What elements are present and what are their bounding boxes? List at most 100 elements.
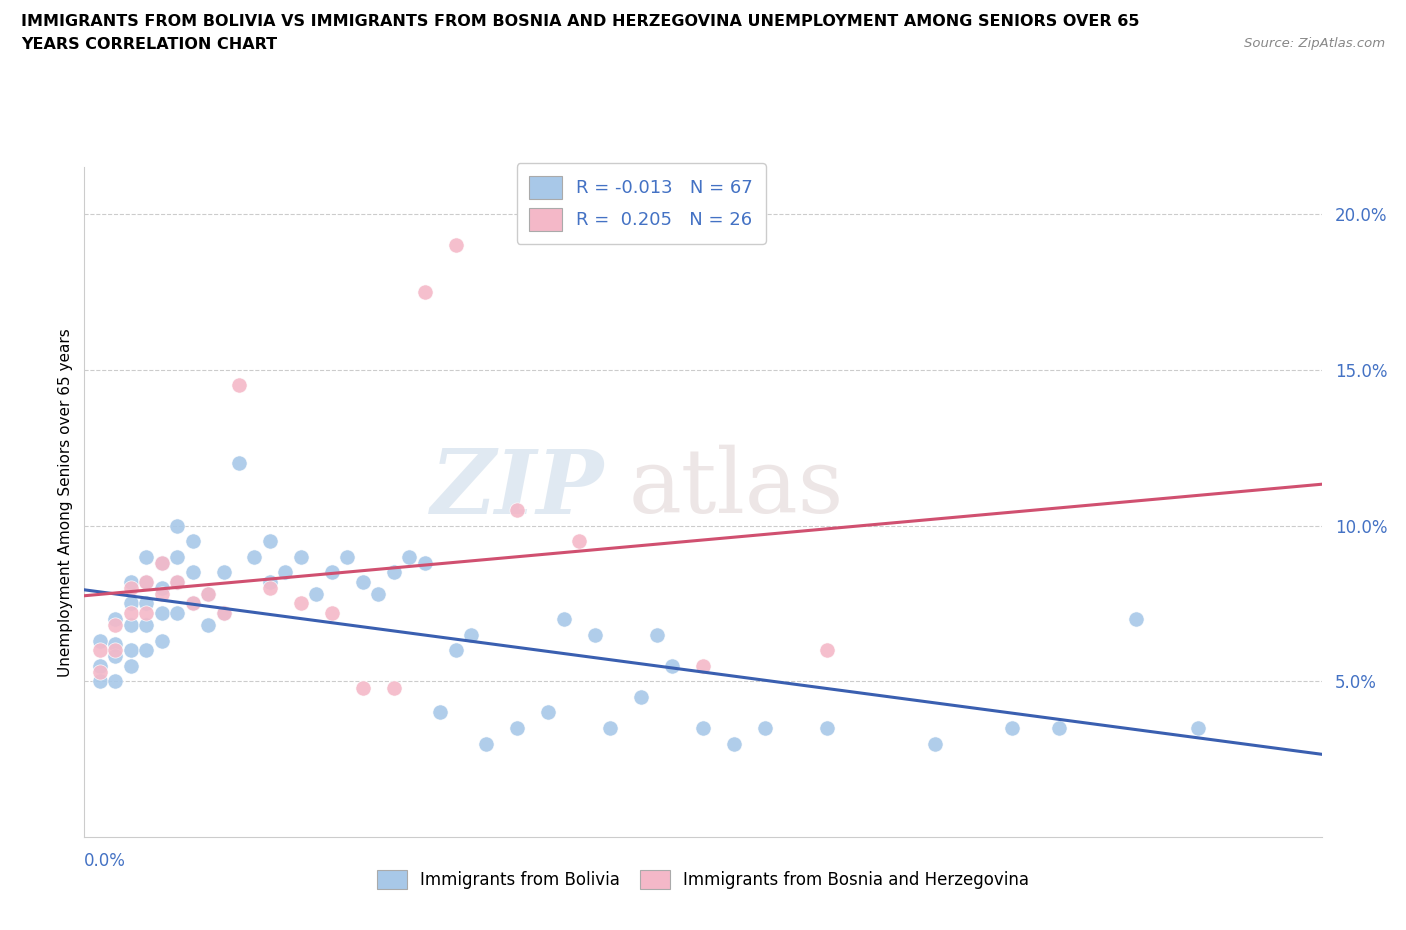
Text: Source: ZipAtlas.com: Source: ZipAtlas.com	[1244, 37, 1385, 50]
Y-axis label: Unemployment Among Seniors over 65 years: Unemployment Among Seniors over 65 years	[58, 328, 73, 677]
Point	[290, 550, 312, 565]
Point	[135, 618, 157, 632]
Point	[259, 574, 281, 589]
Point	[413, 555, 436, 570]
Point	[150, 555, 173, 570]
Point	[924, 737, 946, 751]
Point	[166, 574, 188, 589]
Point	[1047, 721, 1070, 736]
Point	[259, 580, 281, 595]
Point	[692, 658, 714, 673]
Point	[120, 643, 142, 658]
Point	[661, 658, 683, 673]
Point	[166, 605, 188, 620]
Point	[104, 674, 127, 689]
Point	[150, 633, 173, 648]
Point	[599, 721, 621, 736]
Point	[460, 627, 482, 642]
Point	[723, 737, 745, 751]
Point	[181, 565, 204, 579]
Point	[104, 649, 127, 664]
Point	[305, 587, 328, 602]
Point	[506, 721, 529, 736]
Point	[321, 565, 343, 579]
Point	[398, 550, 420, 565]
Point	[150, 605, 173, 620]
Point	[444, 643, 467, 658]
Point	[290, 596, 312, 611]
Point	[754, 721, 776, 736]
Point	[104, 612, 127, 627]
Text: atlas: atlas	[628, 445, 844, 533]
Point	[553, 612, 575, 627]
Point	[228, 378, 250, 392]
Point	[212, 565, 235, 579]
Point	[1187, 721, 1209, 736]
Point	[135, 605, 157, 620]
Point	[150, 580, 173, 595]
Point	[274, 565, 297, 579]
Point	[475, 737, 498, 751]
Point	[120, 658, 142, 673]
Point	[89, 633, 111, 648]
Point	[336, 550, 359, 565]
Point	[120, 574, 142, 589]
Point	[120, 596, 142, 611]
Text: ZIP: ZIP	[430, 445, 605, 532]
Point	[120, 580, 142, 595]
Point	[181, 596, 204, 611]
Point	[243, 550, 266, 565]
Point	[413, 285, 436, 299]
Point	[228, 456, 250, 471]
Point	[104, 618, 127, 632]
Point	[89, 643, 111, 658]
Point	[135, 643, 157, 658]
Point	[181, 596, 204, 611]
Point	[166, 518, 188, 533]
Point	[212, 605, 235, 620]
Point	[259, 534, 281, 549]
Point	[135, 550, 157, 565]
Point	[104, 643, 127, 658]
Point	[537, 705, 560, 720]
Point	[197, 618, 219, 632]
Point	[815, 721, 838, 736]
Point	[1125, 612, 1147, 627]
Point	[506, 502, 529, 517]
Point	[89, 665, 111, 680]
Point	[89, 658, 111, 673]
Point	[367, 587, 389, 602]
Point	[568, 534, 591, 549]
Point	[135, 574, 157, 589]
Point	[645, 627, 668, 642]
Point	[135, 574, 157, 589]
Point	[382, 680, 405, 695]
Point	[1001, 721, 1024, 736]
Point	[135, 596, 157, 611]
Point	[630, 689, 652, 704]
Point	[321, 605, 343, 620]
Point	[583, 627, 606, 642]
Point	[181, 534, 204, 549]
Point	[382, 565, 405, 579]
Point	[197, 587, 219, 602]
Text: IMMIGRANTS FROM BOLIVIA VS IMMIGRANTS FROM BOSNIA AND HERZEGOVINA UNEMPLOYMENT A: IMMIGRANTS FROM BOLIVIA VS IMMIGRANTS FR…	[21, 14, 1140, 29]
Point	[104, 636, 127, 651]
Text: YEARS CORRELATION CHART: YEARS CORRELATION CHART	[21, 37, 277, 52]
Point	[166, 550, 188, 565]
Point	[212, 605, 235, 620]
Point	[815, 643, 838, 658]
Point	[352, 574, 374, 589]
Text: 0.0%: 0.0%	[84, 852, 127, 870]
Point	[150, 555, 173, 570]
Point	[166, 574, 188, 589]
Point	[89, 674, 111, 689]
Point	[197, 587, 219, 602]
Point	[120, 618, 142, 632]
Point	[692, 721, 714, 736]
Point	[150, 587, 173, 602]
Point	[429, 705, 451, 720]
Point	[120, 605, 142, 620]
Point	[352, 680, 374, 695]
Legend: Immigrants from Bolivia, Immigrants from Bosnia and Herzegovina: Immigrants from Bolivia, Immigrants from…	[370, 863, 1036, 896]
